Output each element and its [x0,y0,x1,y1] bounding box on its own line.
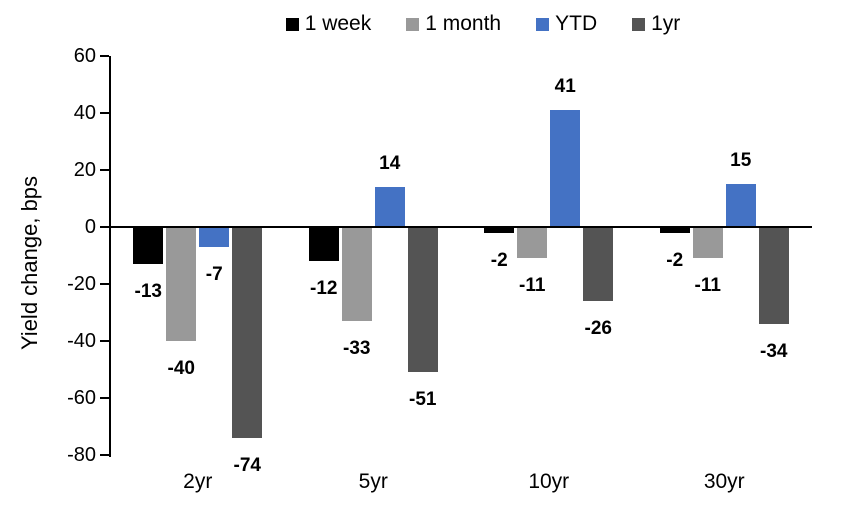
bar-value-label: -34 [760,340,788,362]
legend-item-1-month: 1 month [406,12,501,36]
bar-value-label: 41 [554,76,576,98]
legend-color-swatch-icon [536,17,550,31]
chart-legend: 1 week 1 month YTD 1yr [0,12,852,36]
bar-YTD-2yr [199,227,230,247]
bar-value-label: -2 [490,249,508,271]
x-axis-zero-line [110,226,812,228]
y-axis-title: Yield change, bps [17,175,42,351]
bar-1-week-10yr [484,227,515,233]
bar-value-label: -11 [519,275,546,297]
y-axis-tick [100,397,109,399]
y-axis-tick-label: 40 [73,102,96,124]
y-axis-tick-label: 0 [84,216,96,238]
bar-value-label: -13 [134,281,162,303]
bar-1yr-10yr [583,227,614,302]
legend-label: 1yr [651,12,681,35]
y-axis-tick [100,340,109,342]
y-axis-tick-label: -80 [67,444,96,466]
bar-value-label: -40 [167,358,195,379]
y-axis-line [109,56,111,457]
bar-1yr-2yr [232,227,263,438]
bar-value-label: -7 [205,263,223,285]
y-axis-tick-label: 20 [73,159,96,181]
y-axis-tick-label: -60 [67,387,96,409]
legend-label: 1 week [304,12,372,35]
x-axis-category-label: 30yr [703,470,745,493]
bar-YTD-10yr [550,110,581,227]
y-axis-tick [100,226,109,228]
y-axis-tick [100,55,109,57]
bar-1-month-30yr [692,227,723,259]
bar-value-label: -51 [409,389,437,411]
y-axis-tick-label: -40 [67,330,96,352]
bar-1-week-30yr [659,227,690,233]
legend-item-1-week: 1 week [285,12,372,36]
x-axis-category-label: 5yr [358,470,388,493]
bar-1-month-2yr [166,227,197,341]
y-axis-tick [100,283,109,285]
legend-item-YTD: YTD [536,12,597,36]
bar-1-week-5yr [308,227,339,262]
y-axis-tick [100,112,109,114]
bar-value-label: -2 [666,249,684,271]
legend-item-1yr: 1yr [632,12,680,36]
legend-color-swatch-icon [406,17,420,31]
y-axis-tick-label: -20 [67,273,96,295]
bar-value-label: -11 [694,275,721,297]
bar-1-week-2yr [133,227,164,265]
legend-color-swatch-icon [285,17,299,31]
bar-value-label: 14 [379,153,401,175]
bar-value-label: -26 [584,318,612,340]
bar-1yr-5yr [407,227,438,373]
y-axis-tick [100,169,109,171]
bar-YTD-30yr [725,184,756,227]
bar-value-label: -12 [310,278,338,300]
x-axis-category-label: 2yr [183,470,213,493]
legend-label: 1 month [425,12,502,35]
bar-1-month-10yr [517,227,548,259]
bar-1yr-30yr [758,227,789,324]
bar-YTD-5yr [374,187,405,227]
bar-value-label: 15 [730,150,752,172]
bar-value-label: -74 [233,454,261,476]
plot-area: 60 40 20 0 -20 -40 -60 -80 2yr -13 -40 -7 -74 5yr -12 -… [67,45,812,493]
bar-1-month-5yr [341,227,372,322]
x-axis-category-label: 10yr [528,470,570,493]
legend-color-swatch-icon [632,17,646,31]
y-axis-tick [100,454,109,456]
legend-label: YTD [555,12,598,35]
bar-value-label: -33 [343,338,371,360]
y-axis-tick-label: 60 [73,45,96,67]
